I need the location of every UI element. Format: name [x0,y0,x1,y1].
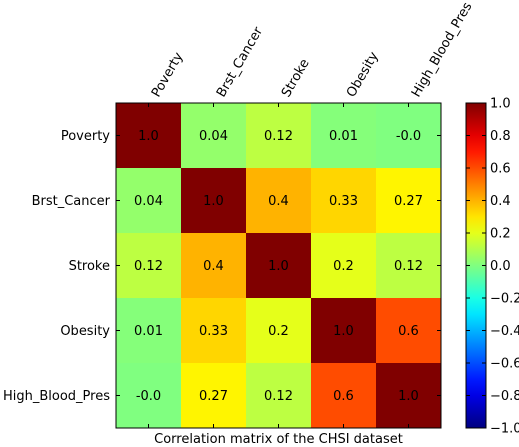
colorbar-ticks: 1.0 0.8 0.6 0.4 0.2 0.0 −0.2 −0.4 −0.6 −0.8 −1.0 [466,97,519,437]
colorbar-tick-label: −0.6 [490,357,519,372]
colorbar-tick-label: 0.0 [490,259,511,274]
cell-value-label: 0.01 [134,324,163,339]
heatmap-cell [311,103,377,169]
x-axis-label: Correlation matrix of the CHSI dataset [154,432,403,447]
cell-value-label: 0.27 [394,194,423,209]
x-tick-label: Poverty [149,50,187,100]
cell-value-label: 1.0 [203,194,224,209]
cell-value-label: 0.12 [394,259,423,274]
colorbar-tick-label: 0.6 [490,162,511,177]
colorbar-tick-label: −0.2 [490,292,519,307]
heatmap-cell-labels: 1.0 0.04 0.12 0.01 -0.0 0.04 1.0 0.4 0.33 0.27 0.1… [134,129,423,404]
heatmap-cell [246,168,312,234]
heatmap-cell [376,363,442,429]
heatmap-cell [181,233,247,299]
cell-value-label: 1.0 [398,389,419,404]
colorbar-tick-label: −1.0 [490,422,519,437]
cell-value-label: -0.0 [396,129,421,144]
x-tick-label: High_Blood_Pres [409,0,476,100]
heatmap-cell [246,103,312,169]
y-tick-label: Stroke [69,259,110,274]
heatmap-cell [311,168,377,234]
y-tick-label: Obesity [60,324,110,339]
heatmap-cell [376,233,442,299]
heatmap-cell [116,233,182,299]
heatmap-cell [181,298,247,364]
heatmap-cell [376,103,442,169]
colorbar-tick-label: −0.8 [490,389,519,404]
heatmap-cell [116,363,182,429]
cell-value-label: 0.6 [398,324,419,339]
cell-value-label: -0.0 [136,389,161,404]
heatmap-cell [181,103,247,169]
colorbar-tick-label: 0.4 [490,194,511,209]
cell-value-label: 0.33 [329,194,358,209]
cell-value-label: 0.12 [134,259,163,274]
heatmap-cell [311,298,377,364]
cell-value-label: 0.2 [268,324,289,339]
heatmap-cell [246,363,312,429]
heatmap-cell [376,168,442,234]
cell-value-label: 1.0 [268,259,289,274]
colorbar-tick-label: 0.8 [490,129,511,144]
cell-value-label: 0.04 [199,129,228,144]
cell-value-label: 0.01 [329,129,358,144]
y-tick-label: Poverty [61,129,110,144]
x-tick-label: Stroke [279,57,313,100]
colorbar-tick-label: 1.0 [490,97,511,112]
cell-value-label: 0.6 [333,389,354,404]
heatmap-cell [116,103,182,169]
y-tick-label: Brst_Cancer [32,194,111,209]
heatmap-cell [311,233,377,299]
cell-value-label: 0.2 [333,259,354,274]
heatmap-cell [181,168,247,234]
heatmap-cell [116,168,182,234]
cell-value-label: 1.0 [138,129,159,144]
x-tick-label: Obesity [344,49,382,100]
heatmap-cell [181,363,247,429]
cell-value-label: 0.27 [199,389,228,404]
y-tick-label: High_Blood_Pres [3,389,110,404]
colorbar-tick-label: −0.4 [490,324,519,339]
x-tick-label: Brst_Cancer [214,24,267,100]
cell-value-label: 0.12 [264,129,293,144]
y-axis-ticks: Poverty Brst_Cancer Stroke Obesity High_Bloo… [3,129,441,404]
heatmap-cell [311,363,377,429]
heatmap-cell [246,233,312,299]
cell-value-label: 0.04 [134,194,163,209]
heatmap-cells [116,103,442,429]
colorbar-tick-label: 0.2 [490,227,511,242]
heatmap-cell [376,298,442,364]
cell-value-label: 1.0 [333,324,354,339]
heatmap-cell [116,298,182,364]
heatmap-cell [246,298,312,364]
cell-value-label: 0.4 [268,194,289,209]
cell-value-label: 0.12 [264,389,293,404]
cell-value-label: 0.33 [199,324,228,339]
cell-value-label: 0.4 [203,259,224,274]
